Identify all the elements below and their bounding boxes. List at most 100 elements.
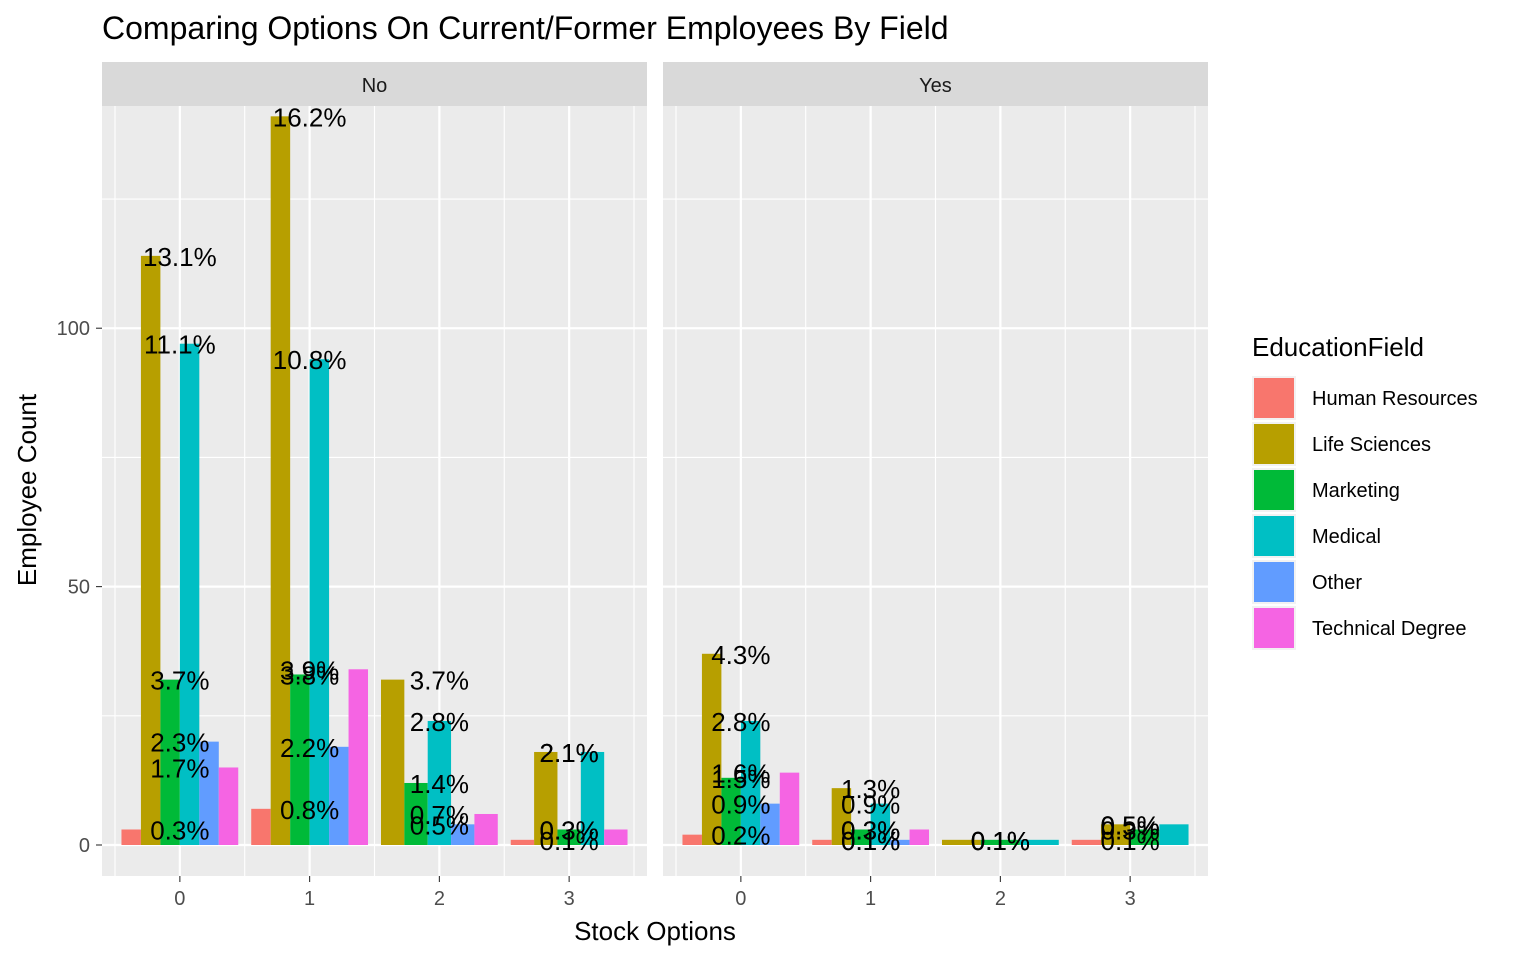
bar-medical [1159,824,1189,845]
bar-technical-degree [474,813,498,845]
x-tick-label: 0 [735,888,746,910]
y-axis: 0 50 100 [57,318,102,857]
chart-title: Comparing Options On Current/Former Empl… [102,10,949,46]
bar-medical [870,803,891,845]
legend-swatch [1254,516,1294,556]
legend-item: Human Resources [1252,376,1478,420]
bar-human-resources [121,829,141,845]
bar-life-sciences [941,839,981,845]
legend: EducationField Human Resources Life Scien… [1252,332,1478,650]
bar-life-sciences [140,255,161,845]
data-label: 3.9% [280,655,339,685]
facet-panel-no: No 0.3% 13.1% 3.7% 11.1% 2.3%1.7% 0.8% 16.2% 3.8… [102,62,647,910]
data-label: 0.1% [1101,826,1160,856]
x-tick-label: 2 [434,888,445,910]
data-label: 2.3% [150,728,209,758]
y-axis-title: Employee Count [12,393,42,586]
bar-life-sciences [1100,824,1131,845]
data-label: 0.3% [150,815,209,845]
panels-layer: No 0.3% 13.1% 3.7% 11.1% 2.3%1.7% 0.8% 16.2% 3.8… [102,62,1208,910]
legend-item: Medical [1252,514,1381,558]
bar-medical [1019,839,1059,845]
bar-other [199,741,219,845]
bar-life-sciences [831,788,852,845]
x-tick-label: 0 [174,888,185,910]
data-label: 2.8% [410,707,469,737]
data-label: 13.1% [143,242,217,272]
data-label: 0.8% [280,795,339,825]
data-label: 2.8% [711,707,770,737]
data-label: 0.5% [410,810,469,840]
data-label: 0.5% [1101,810,1160,840]
data-label: 0.3% [841,815,900,845]
data-label: 1.3% [841,774,900,804]
bar-life-sciences [701,653,722,845]
legend-swatch [1254,470,1294,510]
bar-marketing [404,782,428,845]
bar-other [890,839,910,845]
data-label: 1.4% [410,769,469,799]
bar-medical [179,343,200,845]
data-label: 1.7% [150,753,209,783]
bar-human-resources [510,839,535,845]
x-tick-label: 1 [304,888,315,910]
legend-swatch [1254,424,1294,464]
data-label: 0.3% [540,815,599,845]
facet-strip [663,62,1208,106]
bar-medical [580,751,605,845]
bar-life-sciences [270,116,291,845]
bar-medical [740,720,761,845]
bar-technical-degree [218,767,239,845]
data-label: 1.6% [711,759,770,789]
data-label: 0.9% [711,790,770,820]
legend-label: Medical [1312,526,1381,548]
bar-other [329,746,349,845]
data-label: 2.1% [540,738,599,768]
legend-swatch [1254,608,1294,648]
legend-item: Technical Degree [1252,606,1467,650]
x-tick-label: 2 [995,888,1006,910]
bar-marketing [721,777,741,845]
bar-marketing [980,839,1020,845]
data-label: 0.3% [841,815,900,845]
x-tick-label: 1 [865,888,876,910]
data-label: 0.3% [540,815,599,845]
data-label: 3.7% [410,666,469,696]
legend-label: Other [1312,572,1362,594]
bar-technical-degree [604,829,628,845]
bar-human-resources [812,839,832,845]
bar-other [451,824,475,845]
data-label: 0.9% [841,790,900,820]
bar-technical-degree [909,829,930,845]
x-axis-title: Stock Options [574,916,736,946]
x-tick-label: 3 [1125,888,1136,910]
bar-technical-degree [779,772,800,845]
bar-medical [427,720,452,845]
legend-title: EducationField [1252,332,1424,362]
bar-human-resources [1071,839,1101,845]
data-label: 0.5% [1101,810,1160,840]
bar-marketing [851,829,871,845]
data-label: 1.5% [711,764,770,794]
legend-label: Marketing [1312,480,1400,502]
bar-life-sciences [534,751,558,845]
data-label: 0.1% [841,826,900,856]
facet-strip-label: Yes [919,75,952,97]
bar-technical-degree [348,669,369,845]
data-label: 0.1% [971,826,1030,856]
x-tick-label: 3 [564,888,575,910]
y-tick-label: 100 [57,318,90,340]
bar-marketing [1130,829,1160,845]
bar-other [760,803,780,845]
legend-label: Human Resources [1312,388,1478,410]
bar-life-sciences [380,679,405,845]
y-tick-label: 50 [68,577,90,599]
legend-label: Life Sciences [1312,434,1431,456]
data-label: 0.1% [841,826,900,856]
legend-swatch [1254,378,1294,418]
bar-human-resources [251,808,271,845]
data-label: 3.8% [280,660,339,690]
data-label: 0.3% [1101,815,1160,845]
legend-item: Marketing [1252,468,1400,512]
